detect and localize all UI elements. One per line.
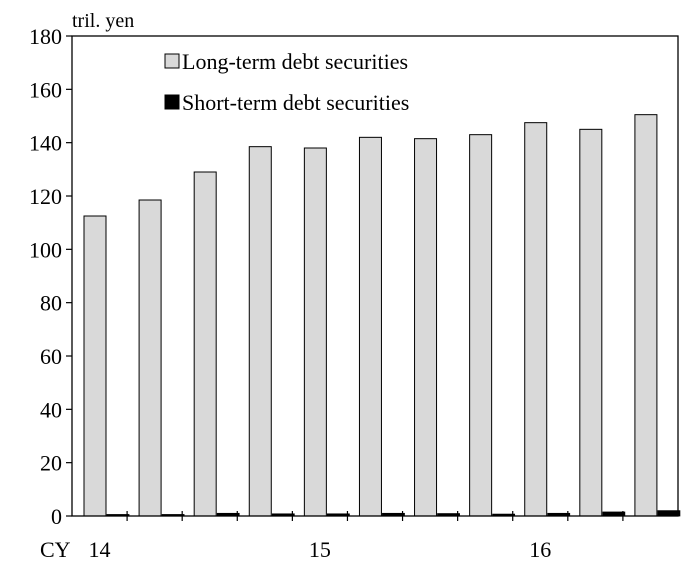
y-tick-label: 20: [40, 451, 62, 476]
legend-swatch: [164, 94, 180, 110]
bar-long-term: [414, 138, 438, 517]
bar-long-term: [248, 146, 272, 517]
y-tick-label: 80: [40, 291, 62, 316]
bar-long-term: [303, 147, 327, 517]
bar-long-term: [634, 114, 658, 517]
plot-frame: [71, 35, 679, 517]
y-tick-label: 0: [51, 504, 62, 529]
y-tick-label: 100: [29, 237, 62, 262]
bar-long-term: [83, 215, 107, 517]
x-axis-prefix: CY: [40, 537, 71, 562]
bar-short-term: [657, 510, 681, 517]
y-tick-label: 60: [40, 344, 62, 369]
x-year-label: 16: [529, 537, 551, 562]
y-unit-label: tril. yen: [72, 10, 134, 32]
y-tick-label: 160: [29, 77, 62, 102]
y-axis: 0 20 40 60 80 100 120 140 160 180: [29, 24, 72, 529]
y-tick-label: 120: [29, 184, 62, 209]
legend-label: Short-term debt securities: [182, 90, 409, 115]
bar-long-term: [193, 171, 217, 517]
y-tick-label: 40: [40, 397, 62, 422]
bar-long-term: [469, 134, 493, 517]
bar-long-term: [138, 199, 162, 517]
x-year-label: 14: [89, 537, 111, 562]
y-tick-label: 180: [29, 24, 62, 49]
bar-long-term: [579, 128, 603, 517]
x-axis: 14 15 16: [89, 511, 624, 562]
y-tick-label: 140: [29, 131, 62, 156]
legend-label: Long-term debt securities: [182, 49, 408, 74]
bar-long-term: [524, 122, 548, 517]
legend: Long-term debt securities Short-term debt…: [164, 49, 409, 115]
x-year-label: 15: [309, 537, 331, 562]
legend-swatch: [164, 53, 180, 69]
bars-layer: [83, 114, 681, 517]
bar-long-term: [358, 136, 382, 517]
